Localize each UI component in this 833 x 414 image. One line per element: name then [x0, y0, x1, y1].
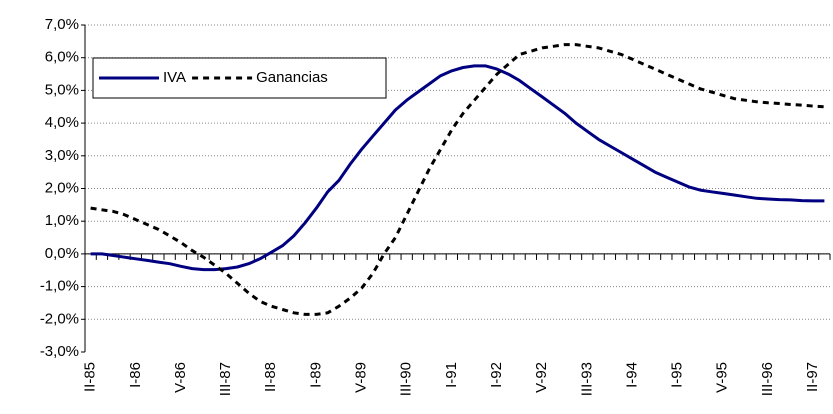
y-tick-label: 6,0%: [45, 49, 79, 66]
y-tick-label: 2,0%: [45, 179, 79, 196]
x-tick-label: I-92: [488, 362, 505, 388]
x-tick-label: III-96: [759, 362, 776, 396]
y-tick-label: -1,0%: [40, 278, 79, 295]
x-tick-label: III-87: [217, 362, 234, 396]
series-line: [90, 64, 825, 272]
y-tick-label: 7,0%: [45, 16, 79, 33]
y-tick-label: 4,0%: [45, 114, 79, 131]
y-tick-label: 5,0%: [45, 81, 79, 98]
series-line: [90, 43, 825, 316]
x-tick-label: V-86: [172, 362, 189, 393]
legend-label: Ganancias: [256, 69, 328, 86]
y-tick-label: 0,0%: [45, 245, 79, 262]
legend-label: IVA: [163, 69, 186, 86]
x-tick-label: I-86: [127, 362, 144, 388]
x-tick-label: II-97: [804, 362, 821, 392]
x-tick-label: I-94: [623, 362, 640, 388]
x-tick-label: I-91: [443, 362, 460, 388]
x-tick-label: II-88: [262, 362, 279, 392]
x-tick-label: III-93: [578, 362, 595, 396]
x-tick-label: I-89: [307, 362, 324, 388]
y-tick-label: -2,0%: [40, 310, 79, 327]
x-tick-label: II-85: [82, 362, 99, 392]
y-tick-label: -3,0%: [40, 343, 79, 360]
y-tick-label: 1,0%: [45, 212, 79, 229]
x-tick-label: I-95: [669, 362, 686, 388]
x-tick-label: V-95: [714, 362, 731, 393]
x-tick-label: III-90: [398, 362, 415, 396]
x-tick-label: V-89: [353, 362, 370, 393]
y-tick-label: 3,0%: [45, 147, 79, 164]
x-tick-label: V-92: [533, 362, 550, 393]
